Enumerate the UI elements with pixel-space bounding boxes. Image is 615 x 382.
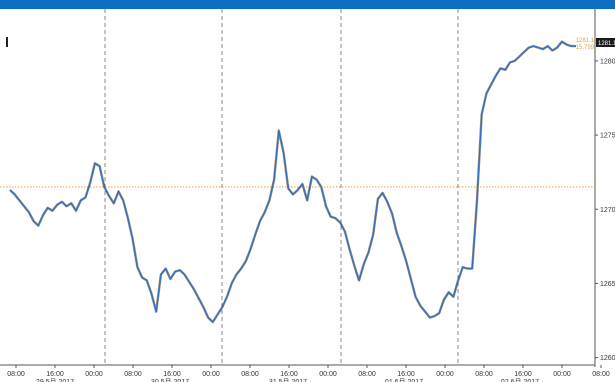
y-tick-label: 1270	[600, 207, 615, 214]
x-tick-label: 08:00	[592, 371, 610, 378]
price-series-line	[9, 41, 576, 323]
x-tick-label: 08:00	[475, 371, 493, 378]
y-tick-label: 1280	[600, 58, 615, 65]
x-tick-label: 08:00	[124, 371, 142, 378]
window-title-bar	[0, 0, 615, 9]
last-price-tag: 1281.1	[598, 41, 615, 47]
x-tick-label: 16:00	[397, 371, 415, 378]
last-price-tag-box	[596, 38, 615, 47]
x-tick-label: 08:00	[358, 371, 376, 378]
x-tick-label: 00:00	[553, 371, 571, 378]
x-date-label: 02.6月 2017	[501, 378, 539, 382]
x-tick-label: 16:00	[46, 371, 64, 378]
x-tick-label: 08:00	[7, 371, 25, 378]
overlay-value-tag: 15,799	[576, 45, 595, 51]
x-tick-label: 00:00	[202, 371, 220, 378]
y-tick-label: 1265	[600, 281, 615, 288]
x-date-label: 31.5月 2017	[269, 378, 307, 382]
y-tick-label: 1260	[600, 355, 615, 362]
x-tick-label: 00:00	[85, 371, 103, 378]
x-date-label: 29.5月 2017	[36, 378, 74, 382]
x-tick-label: 00:00	[319, 371, 337, 378]
x-tick-label: 16:00	[163, 371, 181, 378]
x-date-label: 30.5月 2017	[151, 378, 189, 382]
overlay-price-tag: 1281.1	[576, 38, 595, 44]
x-tick-label: 08:00	[241, 371, 259, 378]
x-date-label: 01.6月 2017	[385, 378, 423, 382]
x-tick-label: 00:00	[436, 371, 454, 378]
y-tick-label: 1275	[600, 133, 615, 140]
cursor-marker	[6, 37, 8, 47]
x-tick-label: 16:00	[514, 371, 532, 378]
x-tick-label: 16:00	[280, 371, 298, 378]
